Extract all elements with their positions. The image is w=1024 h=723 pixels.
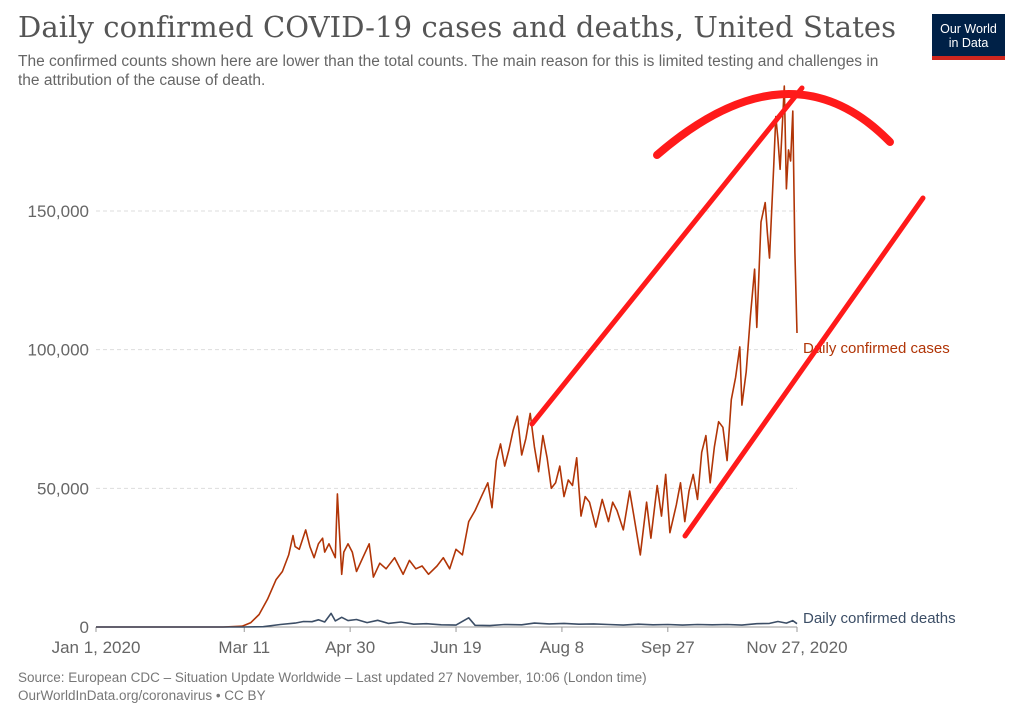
x-tick-label: Jan 1, 2020 bbox=[52, 638, 141, 657]
x-tick-label: Apr 30 bbox=[325, 638, 375, 657]
x-tick-label: Jun 19 bbox=[431, 638, 482, 657]
owid-logo[interactable]: Our World in Data bbox=[932, 14, 1005, 60]
source-note: Source: European CDC – Situation Update … bbox=[18, 670, 647, 685]
series-labels: Daily confirmed cases Daily confirmed dea… bbox=[803, 340, 956, 627]
y-tick-label: 100,000 bbox=[28, 341, 89, 360]
deaths-line[interactable] bbox=[96, 612, 798, 628]
y-axis-ticks: 0 50,000 100,000 150,000 bbox=[28, 202, 89, 637]
hand-drawn-annotations bbox=[529, 85, 926, 539]
annotation-lower-trend-line bbox=[682, 195, 926, 539]
chart-subtitle: The confirmed counts shown here are lowe… bbox=[18, 53, 879, 89]
annotation-arch bbox=[653, 90, 894, 159]
deaths-series-label[interactable]: Daily confirmed deaths bbox=[803, 610, 956, 627]
cases-series-label[interactable]: Daily confirmed cases bbox=[803, 340, 950, 357]
x-tick-label: Nov 27, 2020 bbox=[746, 638, 847, 657]
y-tick-label: 150,000 bbox=[28, 202, 89, 221]
x-tick-label: Aug 8 bbox=[540, 638, 584, 657]
y-tick-label: 50,000 bbox=[37, 479, 89, 498]
x-tick-label: Sep 27 bbox=[641, 638, 695, 657]
x-axis-ticks: Jan 1, 2020 Mar 11 Apr 30 Jun 19 Aug 8 Sep 27… bbox=[52, 627, 848, 657]
source-link[interactable]: OurWorldInData.org/coronavirus • CC BY bbox=[18, 688, 266, 703]
chart-footer: Source: European CDC – Situation Update … bbox=[18, 669, 647, 705]
cases-line[interactable] bbox=[96, 85, 798, 628]
chart-title: Daily confirmed COVID-19 cases and death… bbox=[18, 10, 897, 44]
x-tick-label: Mar 11 bbox=[218, 638, 270, 657]
annotation-upper-trend-line bbox=[529, 85, 805, 427]
y-tick-label: 0 bbox=[80, 618, 89, 637]
logo-line-1: Our World bbox=[940, 22, 997, 36]
logo-line-2: in Data bbox=[948, 36, 989, 50]
series-lines bbox=[96, 85, 798, 628]
gridlines bbox=[96, 210, 797, 489]
